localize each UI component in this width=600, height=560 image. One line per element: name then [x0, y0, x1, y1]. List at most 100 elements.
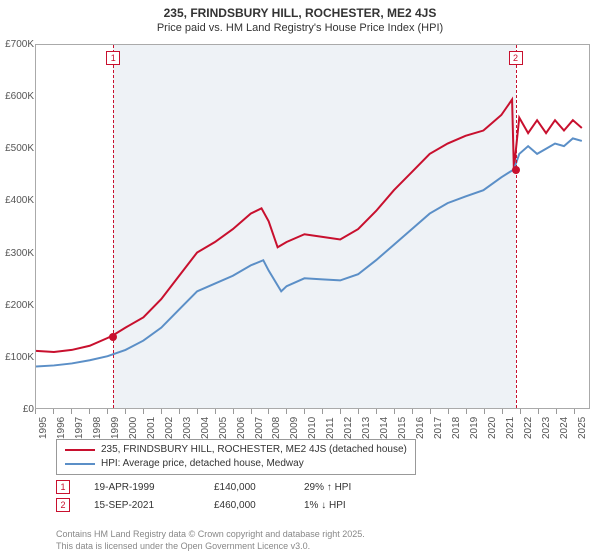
legend-item: 235, FRINDSBURY HILL, ROCHESTER, ME2 4JS…	[65, 443, 407, 457]
x-tick-mark	[412, 409, 413, 414]
x-tick-mark	[215, 409, 216, 414]
y-tick-label: £400K	[0, 195, 34, 206]
x-tick-mark	[35, 409, 36, 414]
x-tick-mark	[520, 409, 521, 414]
x-tick-mark	[556, 409, 557, 414]
x-tick-mark	[125, 409, 126, 414]
x-tick-mark	[340, 409, 341, 414]
x-tick-mark	[430, 409, 431, 414]
x-tick-mark	[322, 409, 323, 414]
x-tick-label: 2007	[254, 417, 265, 439]
x-tick-mark	[53, 409, 54, 414]
marker-row: 1 19-APR-1999 £140,000 29% ↑ HPI	[56, 478, 394, 496]
legend-label: HPI: Average price, detached house, Medw…	[101, 457, 304, 471]
x-tick-label: 2025	[577, 417, 588, 439]
legend: 235, FRINDSBURY HILL, ROCHESTER, ME2 4JS…	[56, 439, 416, 475]
x-tick-mark	[251, 409, 252, 414]
x-tick-label: 2016	[415, 417, 426, 439]
x-tick-label: 2000	[128, 417, 139, 439]
x-tick-mark	[358, 409, 359, 414]
x-tick-label: 2022	[523, 417, 534, 439]
x-tick-label: 1999	[110, 417, 121, 439]
x-tick-mark	[376, 409, 377, 414]
x-tick-label: 2004	[200, 417, 211, 439]
marker-table: 1 19-APR-1999 £140,000 29% ↑ HPI 2 15-SE…	[56, 478, 394, 514]
marker-badge: 1	[56, 480, 70, 494]
marker-date: 15-SEP-2021	[94, 500, 214, 511]
x-tick-mark	[161, 409, 162, 414]
chart-title: 235, FRINDSBURY HILL, ROCHESTER, ME2 4JS	[0, 0, 600, 20]
x-tick-label: 2009	[289, 417, 300, 439]
marker-vline	[516, 45, 517, 408]
x-tick-label: 2014	[379, 417, 390, 439]
y-tick-label: £600K	[0, 91, 34, 102]
marker-pct: 29% ↑ HPI	[304, 482, 394, 493]
x-tick-mark	[466, 409, 467, 414]
chart-marker-badge: 1	[106, 51, 120, 65]
x-tick-label: 2020	[487, 417, 498, 439]
x-tick-label: 2001	[146, 417, 157, 439]
plot-area: 12	[35, 44, 590, 409]
x-tick-mark	[71, 409, 72, 414]
legend-label: 235, FRINDSBURY HILL, ROCHESTER, ME2 4JS…	[101, 443, 407, 457]
x-tick-label: 2015	[397, 417, 408, 439]
legend-swatch	[65, 463, 95, 465]
x-tick-mark	[574, 409, 575, 414]
footer: Contains HM Land Registry data © Crown c…	[56, 528, 365, 552]
x-tick-label: 1998	[92, 417, 103, 439]
x-tick-mark	[233, 409, 234, 414]
y-tick-label: £0	[0, 404, 34, 415]
x-tick-label: 2019	[469, 417, 480, 439]
legend-swatch	[65, 449, 95, 451]
x-tick-mark	[304, 409, 305, 414]
marker-dot	[512, 166, 520, 174]
footer-line: This data is licensed under the Open Gov…	[56, 540, 365, 552]
x-tick-label: 1997	[74, 417, 85, 439]
x-tick-mark	[484, 409, 485, 414]
marker-pct: 1% ↓ HPI	[304, 500, 394, 511]
x-tick-mark	[538, 409, 539, 414]
marker-row: 2 15-SEP-2021 £460,000 1% ↓ HPI	[56, 496, 394, 514]
x-tick-label: 2023	[541, 417, 552, 439]
y-tick-label: £100K	[0, 352, 34, 363]
y-tick-label: £300K	[0, 248, 34, 259]
x-tick-label: 2011	[325, 417, 336, 439]
marker-date: 19-APR-1999	[94, 482, 214, 493]
y-tick-label: £200K	[0, 300, 34, 311]
x-tick-label: 2005	[218, 417, 229, 439]
x-tick-mark	[197, 409, 198, 414]
x-tick-mark	[286, 409, 287, 414]
x-tick-label: 2021	[505, 417, 516, 439]
x-tick-label: 2010	[307, 417, 318, 439]
marker-price: £460,000	[214, 500, 304, 511]
y-tick-label: £700K	[0, 39, 34, 50]
chart-container: { "title": "235, FRINDSBURY HILL, ROCHES…	[0, 0, 600, 560]
x-tick-label: 1995	[38, 417, 49, 439]
x-tick-label: 2012	[343, 417, 354, 439]
x-tick-mark	[179, 409, 180, 414]
x-tick-mark	[448, 409, 449, 414]
series-line	[36, 99, 582, 352]
x-tick-label: 1996	[56, 417, 67, 439]
chart-marker-badge: 2	[509, 51, 523, 65]
x-tick-mark	[502, 409, 503, 414]
line-series-svg	[36, 45, 589, 408]
x-tick-mark	[394, 409, 395, 414]
y-tick-label: £500K	[0, 143, 34, 154]
x-tick-mark	[268, 409, 269, 414]
x-tick-label: 2017	[433, 417, 444, 439]
x-tick-mark	[89, 409, 90, 414]
x-tick-label: 2002	[164, 417, 175, 439]
x-tick-label: 2006	[236, 417, 247, 439]
x-tick-mark	[143, 409, 144, 414]
x-tick-label: 2018	[451, 417, 462, 439]
x-tick-label: 2008	[271, 417, 282, 439]
marker-price: £140,000	[214, 482, 304, 493]
marker-vline	[113, 45, 114, 408]
legend-item: HPI: Average price, detached house, Medw…	[65, 457, 407, 471]
marker-badge: 2	[56, 498, 70, 512]
x-tick-label: 2024	[559, 417, 570, 439]
footer-line: Contains HM Land Registry data © Crown c…	[56, 528, 365, 540]
chart-subtitle: Price paid vs. HM Land Registry's House …	[0, 20, 600, 34]
x-tick-mark	[107, 409, 108, 414]
